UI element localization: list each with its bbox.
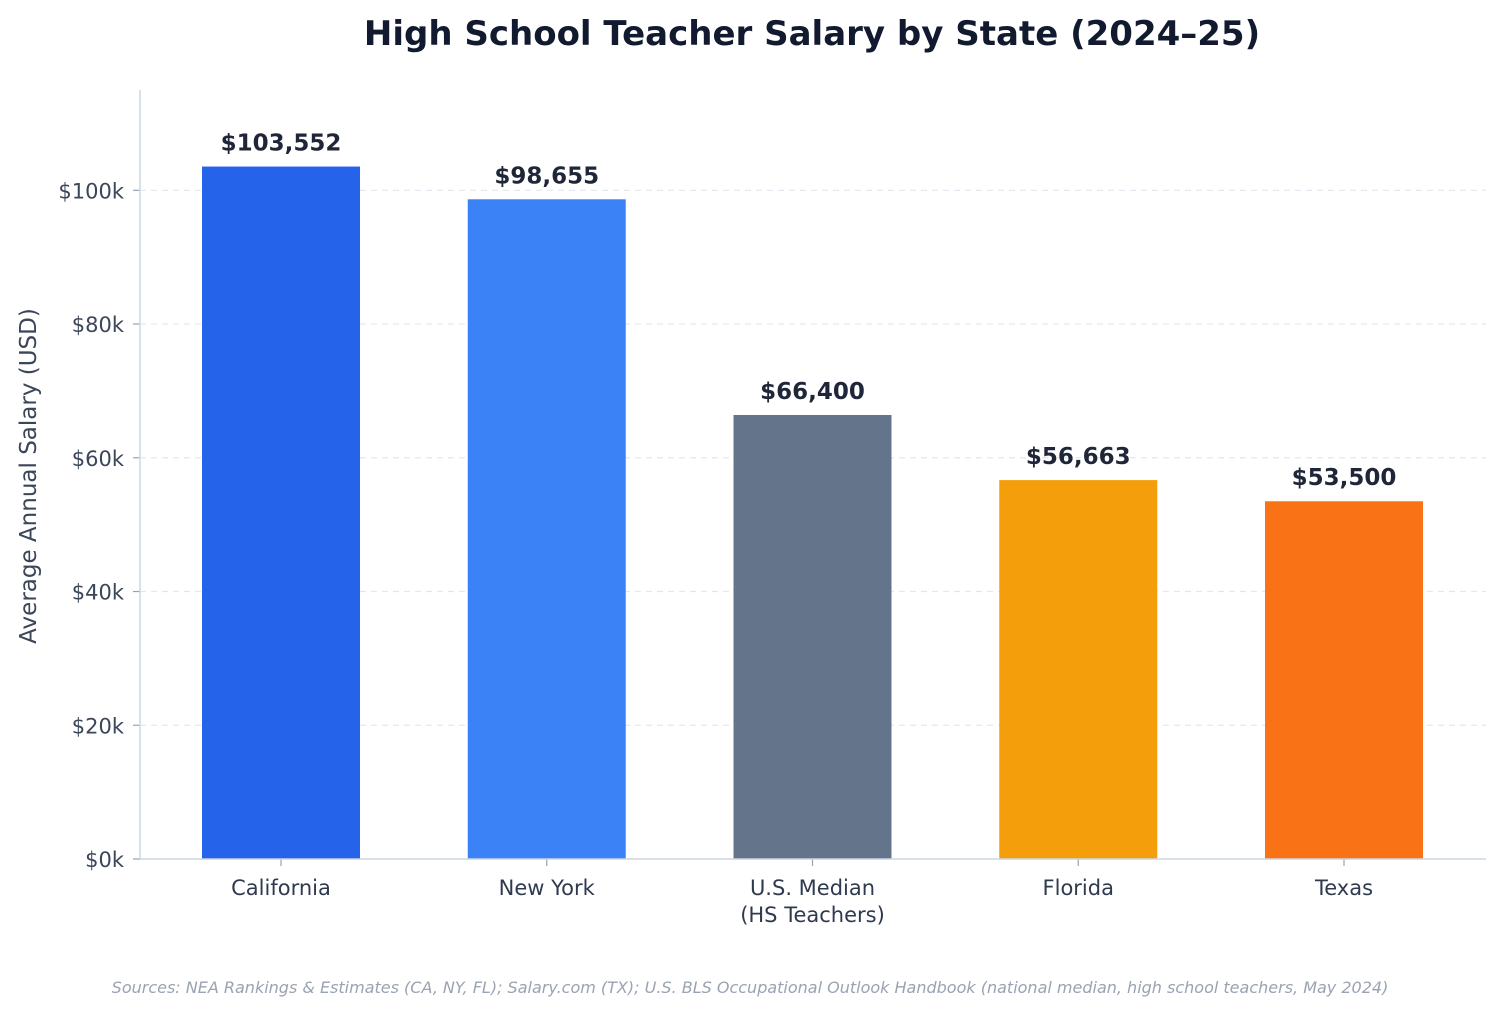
data-label: $66,400 — [760, 379, 865, 405]
chart-title: High School Teacher Salary by State (202… — [364, 14, 1260, 54]
data-label: $56,663 — [1026, 444, 1131, 470]
y-tick-label: $80k — [72, 313, 125, 337]
y-tick-label: $100k — [58, 179, 124, 203]
x-tick-label: Texas — [1314, 876, 1373, 900]
data-label: $98,655 — [494, 163, 599, 189]
source-note: Sources: NEA Rankings & Estimates (CA, N… — [112, 978, 1389, 997]
x-tick-label: California — [231, 876, 331, 900]
bar — [733, 414, 892, 859]
x-tick-label: New York — [499, 876, 596, 900]
y-tick-label: $40k — [72, 581, 125, 605]
y-tick-label: $0k — [85, 848, 125, 872]
data-label: $53,500 — [1292, 465, 1397, 491]
bar — [202, 166, 360, 860]
bars — [202, 166, 1423, 860]
bar — [1265, 501, 1423, 859]
x-tick-label: Florida — [1043, 876, 1114, 900]
axes: $0k $20k $40k $60k $80k $100k California New Yo… — [58, 90, 1486, 927]
bar — [467, 199, 626, 859]
x-tick-label: (HS Teachers) — [740, 903, 885, 927]
value-labels: $103,552 $98,655 $66,400 $56,663 $53,500 — [221, 131, 1397, 492]
y-tick-label: $60k — [72, 447, 125, 471]
y-tick-label: $20k — [72, 714, 125, 738]
y-axis-label: Average Annual Salary (USD) — [16, 308, 42, 644]
data-label: $103,552 — [221, 131, 342, 157]
x-tick-label: U.S. Median — [750, 876, 875, 900]
bar — [999, 480, 1158, 859]
